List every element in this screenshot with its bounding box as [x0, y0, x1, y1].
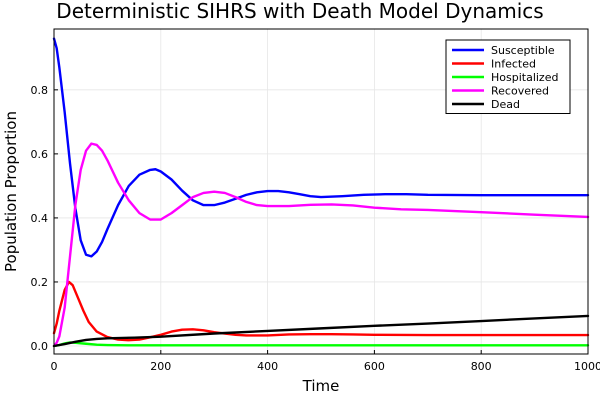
x-tick-label: 800	[471, 360, 492, 373]
x-axis-label: Time	[302, 377, 340, 395]
ticks: 0 200 400 600 800 1000 0.0 0.2 0.4 0.6 0.8	[31, 84, 600, 373]
x-tick-label: 0	[51, 360, 58, 373]
y-tick-label: 0.6	[31, 148, 49, 161]
y-tick-label: 0.2	[31, 276, 49, 289]
y-tick-label: 0.4	[31, 212, 49, 225]
series-line-infected	[52, 280, 590, 342]
x-tick-label: 200	[150, 360, 171, 373]
legend-label-hospitalized: Hospitalized	[491, 71, 558, 84]
y-tick-label: 0.0	[31, 340, 49, 353]
chart-title: Deterministic SIHRS with Death Model Dyn…	[56, 0, 543, 23]
series-line-susceptible	[52, 37, 590, 258]
x-tick-label: 600	[364, 360, 385, 373]
legend-label-dead: Dead	[491, 98, 520, 111]
legend-label-susceptible: Susceptible	[491, 44, 555, 57]
legend-label-recovered: Recovered	[491, 85, 549, 98]
x-tick-label: 400	[257, 360, 278, 373]
series-line-recovered	[52, 142, 590, 348]
y-tick-label: 0.8	[31, 84, 49, 97]
plot-frame	[53, 28, 589, 355]
series-line-dead	[52, 314, 590, 348]
legend-label-infected: Infected	[491, 58, 536, 71]
series-layer	[52, 37, 590, 348]
legend: SusceptibleInfectedHospitalizedRecovered…	[445, 39, 571, 114]
y-axis-label: Population Proportion	[2, 111, 20, 272]
x-tick-label: 1000	[574, 360, 600, 373]
series-line-hospitalized	[52, 341, 590, 348]
